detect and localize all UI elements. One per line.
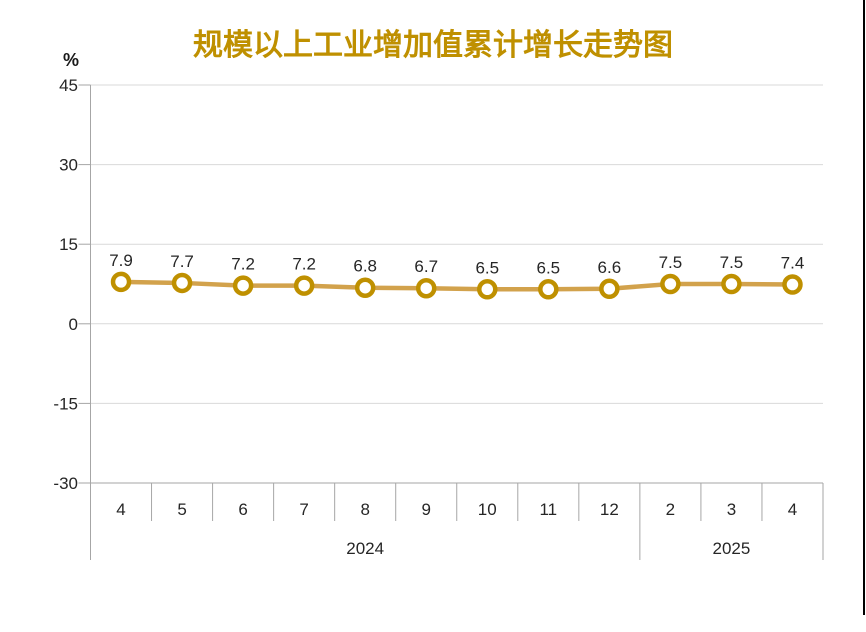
data-label: 7.5 (659, 253, 683, 272)
year-label: 2025 (713, 539, 751, 558)
x-tick-label: 4 (788, 500, 797, 519)
data-label: 6.6 (598, 258, 622, 277)
data-label: 7.5 (720, 253, 744, 272)
data-point-marker (110, 271, 132, 293)
data-point-marker (660, 273, 681, 295)
x-tick-label: 3 (727, 500, 736, 519)
y-tick-label: 15 (59, 235, 78, 254)
x-tick-label: 10 (478, 500, 497, 519)
data-point-marker (354, 277, 376, 298)
y-tick-label: 0 (69, 315, 78, 334)
y-tick-label: -30 (53, 474, 78, 493)
data-label: 7.9 (109, 251, 133, 270)
x-tick-label: 6 (238, 500, 247, 519)
data-line (118, 279, 795, 292)
data-point-marker (232, 275, 254, 296)
x-tick-label: 7 (299, 500, 308, 519)
data-label: 6.7 (414, 257, 438, 276)
data-label: 7.4 (781, 254, 805, 273)
year-label: 2024 (346, 539, 384, 558)
y-axis-unit-label: % (62, 50, 79, 70)
y-tick-label: 30 (59, 156, 78, 175)
data-point-marker (782, 274, 803, 295)
x-tick-label: 8 (360, 500, 369, 519)
x-tick-label: 11 (539, 500, 557, 519)
x-tick-label: 5 (177, 500, 186, 519)
data-point-marker (721, 273, 742, 295)
data-point-marker (293, 275, 315, 296)
data-point-marker (415, 277, 437, 299)
x-tick-label: 12 (600, 500, 619, 519)
data-label: 7.2 (292, 255, 316, 274)
data-point-marker (599, 278, 620, 300)
y-tick-label: -15 (53, 394, 78, 413)
x-tick-label: 9 (421, 500, 430, 519)
data-point-marker (171, 272, 193, 294)
data-label: 7.2 (231, 255, 255, 274)
data-point-marker (538, 279, 559, 300)
x-tick-label: 2 (666, 500, 675, 519)
data-label: 6.8 (353, 257, 377, 276)
chart-title: 规模以上工业增加值累计增长走势图 (193, 29, 673, 62)
data-label: 7.7 (170, 252, 194, 271)
data-label: 6.5 (475, 258, 499, 277)
x-tick-label: 4 (116, 500, 125, 519)
data-label: 6.5 (536, 258, 560, 277)
y-tick-label: 45 (59, 76, 78, 95)
data-point-marker (477, 279, 498, 300)
right-edge-border (863, 0, 865, 615)
